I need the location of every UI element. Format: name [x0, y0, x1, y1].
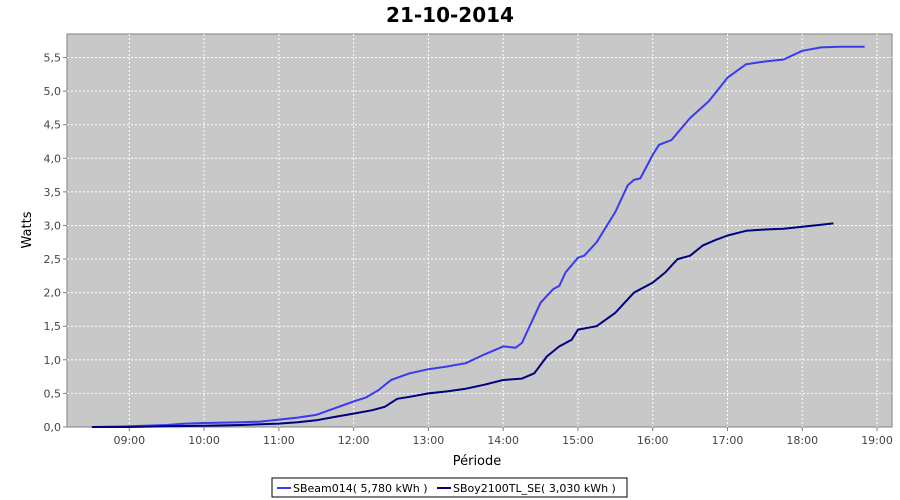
- x-tick-label: 12:00: [338, 434, 370, 447]
- y-tick-label: 3,5: [44, 186, 62, 199]
- y-tick-label: 5,0: [44, 85, 62, 98]
- legend-label-sbeam014: SBeam014( 5,780 kWh ): [293, 482, 428, 495]
- legend: SBeam014( 5,780 kWh ) SBoy2100TL_SE( 3,0…: [271, 477, 628, 498]
- series-line-1: [91, 222, 834, 428]
- y-axis-ticks: 0,0 0,5 1,0 1,5 2,0 2,5 3,0 3,5 4,0 4,5 5,0 5,5: [44, 52, 67, 434]
- x-tick-label: 14:00: [487, 434, 519, 447]
- y-tick-label: 5,5: [44, 52, 62, 65]
- x-tick-label: 15:00: [562, 434, 594, 447]
- y-tick-label: 0,0: [44, 421, 62, 434]
- x-axis-ticks: 09:00 10:00 11:00 12:00 13:00 14:00 15:00 16:00…: [113, 427, 893, 447]
- x-tick-label: 19:00: [861, 434, 893, 447]
- x-tick-label: 16:00: [637, 434, 669, 447]
- x-tick-label: 11:00: [263, 434, 295, 447]
- y-tick-label: 0,5: [44, 387, 62, 400]
- legend-label-sboy2100tl: SBoy2100TL_SE( 3,030 kWh ): [453, 482, 616, 495]
- series-line-0: [91, 45, 865, 428]
- chart-title: 21-10-2014: [386, 3, 514, 27]
- y-tick-label: 4,0: [44, 152, 62, 165]
- y-tick-label: 3,0: [44, 219, 62, 232]
- y-tick-label: 1,0: [44, 354, 62, 367]
- y-tick-label: 2,5: [44, 253, 62, 266]
- y-tick-label: 1,5: [44, 320, 62, 333]
- x-tick-label: 09:00: [113, 434, 145, 447]
- plot-area: [66, 33, 893, 428]
- x-tick-label: 10:00: [188, 434, 220, 447]
- x-tick-label: 17:00: [712, 434, 744, 447]
- y-tick-label: 4,5: [44, 119, 62, 132]
- series-lines: [91, 45, 865, 428]
- x-tick-label: 13:00: [413, 434, 445, 447]
- grid: [67, 34, 892, 427]
- y-axis-label: Watts: [20, 211, 35, 248]
- x-tick-label: 18:00: [786, 434, 818, 447]
- x-axis-label: Période: [453, 454, 502, 469]
- y-tick-label: 2,0: [44, 287, 62, 300]
